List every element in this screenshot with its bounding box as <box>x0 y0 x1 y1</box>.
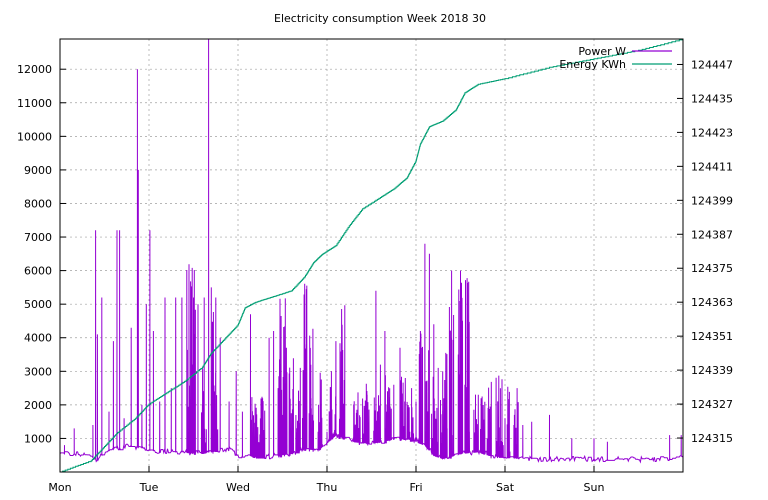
y2-tick-label-9: 124423 <box>691 126 733 139</box>
y-axis-left: 1000 2000 3000 4000 5000 6000 7000 8000 9000 1000… <box>17 63 66 445</box>
x-tick-label-4: Fri <box>409 481 422 494</box>
y2-tick-label-1: 124327 <box>691 398 733 411</box>
x-tick-label-2: Wed <box>226 481 250 494</box>
y-tick-label-7: 8000 <box>24 197 52 210</box>
y2-tick-label-8: 124411 <box>691 160 733 173</box>
y-tick-label-5: 6000 <box>24 265 52 278</box>
y-tick-label-1: 2000 <box>24 399 52 412</box>
y2-tick-label-11: 124447 <box>691 58 733 71</box>
chart-title: Electricity consumption Week 2018 30 <box>274 12 486 25</box>
legend-label-energy: Energy KWh <box>559 58 626 71</box>
x-tick-label-6: Sun <box>584 481 605 494</box>
plot-frame <box>59 38 684 473</box>
y-tick-label-2: 3000 <box>24 365 52 378</box>
legend: Power W Energy KWh <box>559 45 672 71</box>
y2-tick-label-3: 124351 <box>691 330 733 343</box>
y2-tick-label-5: 124375 <box>691 262 733 275</box>
x-tick-label-1: Tue <box>139 481 159 494</box>
power-series <box>59 38 684 464</box>
x-tick-label-3: Thu <box>316 481 338 494</box>
y2-tick-label-2: 124339 <box>691 364 733 377</box>
y-tick-label-11: 12000 <box>17 63 52 76</box>
y2-tick-label-10: 124435 <box>691 92 733 105</box>
y-axis-right: 124315 124327 124339 124351 124363 124375 1243… <box>677 58 733 445</box>
y-tick-label-3: 4000 <box>24 332 52 345</box>
y-tick-label-0: 1000 <box>24 432 52 445</box>
power-line <box>59 38 684 464</box>
x-tick-label-0: Mon <box>48 481 71 494</box>
x-tick-label-5: Sat <box>496 481 515 494</box>
energy-line <box>60 39 684 473</box>
legend-label-power: Power W <box>578 45 626 58</box>
y2-tick-label-6: 124387 <box>691 228 733 241</box>
energy-series <box>60 39 684 473</box>
y-tick-label-6: 7000 <box>24 231 52 244</box>
y-tick-label-9: 10000 <box>17 130 52 143</box>
x-axis: Mon Tue Wed Thu Fri Sat Sun <box>48 466 604 494</box>
y2-tick-label-4: 124363 <box>691 296 733 309</box>
y2-tick-label-0: 124315 <box>691 432 733 445</box>
y-tick-label-10: 11000 <box>17 97 52 110</box>
y-tick-label-8: 9000 <box>24 164 52 177</box>
y2-tick-label-7: 124399 <box>691 194 733 207</box>
y-tick-label-4: 5000 <box>24 298 52 311</box>
